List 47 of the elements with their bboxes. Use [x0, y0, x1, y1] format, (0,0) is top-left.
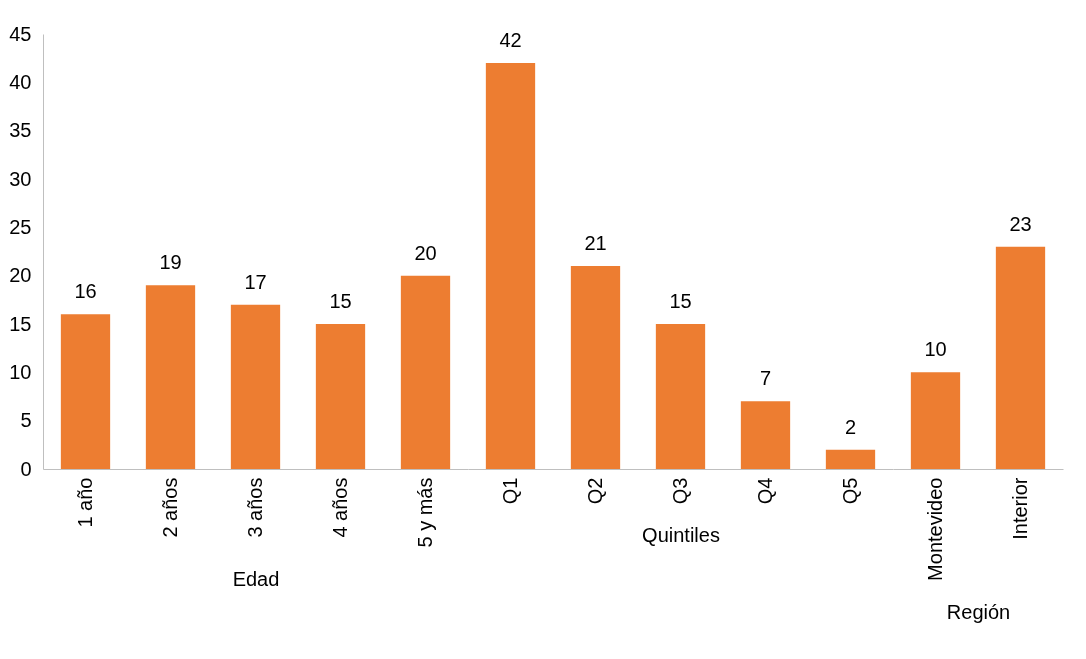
bar: [570, 266, 621, 469]
x-tick-label: 3 años: [243, 477, 266, 538]
x-tick-label: Q5: [838, 477, 861, 505]
bar: [230, 304, 281, 469]
x-axis-title: Edad: [232, 567, 280, 590]
y-tick-label: 15: [9, 312, 32, 335]
bar: [400, 275, 451, 469]
x-tick-label: Interior: [1008, 477, 1031, 540]
y-tick-label: 40: [9, 70, 32, 93]
data-label: 19: [159, 251, 182, 274]
x-tick-label: Q3: [668, 477, 691, 505]
y-tick-label: 25: [9, 215, 32, 238]
data-label: 15: [329, 290, 352, 312]
x-tick-label: Q2: [583, 477, 606, 505]
y-tick-label: 35: [9, 119, 32, 142]
data-label: 15: [669, 290, 692, 312]
data-label: 2: [844, 415, 857, 438]
data-label: 21: [584, 232, 607, 254]
x-axis-title: Quintiles: [642, 524, 720, 547]
x-axis-title: Región: [946, 600, 1011, 623]
data-label: 23: [1009, 212, 1032, 235]
x-tick-label: 4 años: [328, 477, 351, 538]
x-tick-label: 1 año: [73, 477, 96, 528]
y-tick-label: 45: [9, 22, 32, 45]
bar: [60, 314, 111, 469]
bar: [655, 324, 706, 469]
data-label: 10: [924, 338, 947, 361]
x-tick-label: Q1: [498, 477, 521, 505]
data-label: 17: [244, 270, 267, 293]
bar: [145, 285, 196, 469]
bar: [485, 63, 536, 469]
y-tick-label: 5: [20, 409, 32, 432]
y-tick-label: 10: [9, 360, 32, 383]
x-tick-label: Montevideo: [923, 477, 946, 581]
x-tick-label: 5 y más: [413, 477, 436, 548]
data-label: 7: [759, 367, 772, 390]
y-tick-label: 30: [9, 167, 32, 190]
y-tick-label: 0: [20, 457, 32, 480]
bar: [825, 449, 876, 469]
bar: [740, 401, 791, 469]
data-label: 20: [414, 241, 437, 264]
bar: [315, 324, 366, 469]
data-label: 16: [74, 280, 97, 303]
data-label: 42: [499, 29, 522, 51]
x-tick-label: 2 años: [158, 477, 181, 538]
y-tick-label: 20: [9, 264, 32, 287]
x-tick-label: Q4: [753, 477, 776, 505]
